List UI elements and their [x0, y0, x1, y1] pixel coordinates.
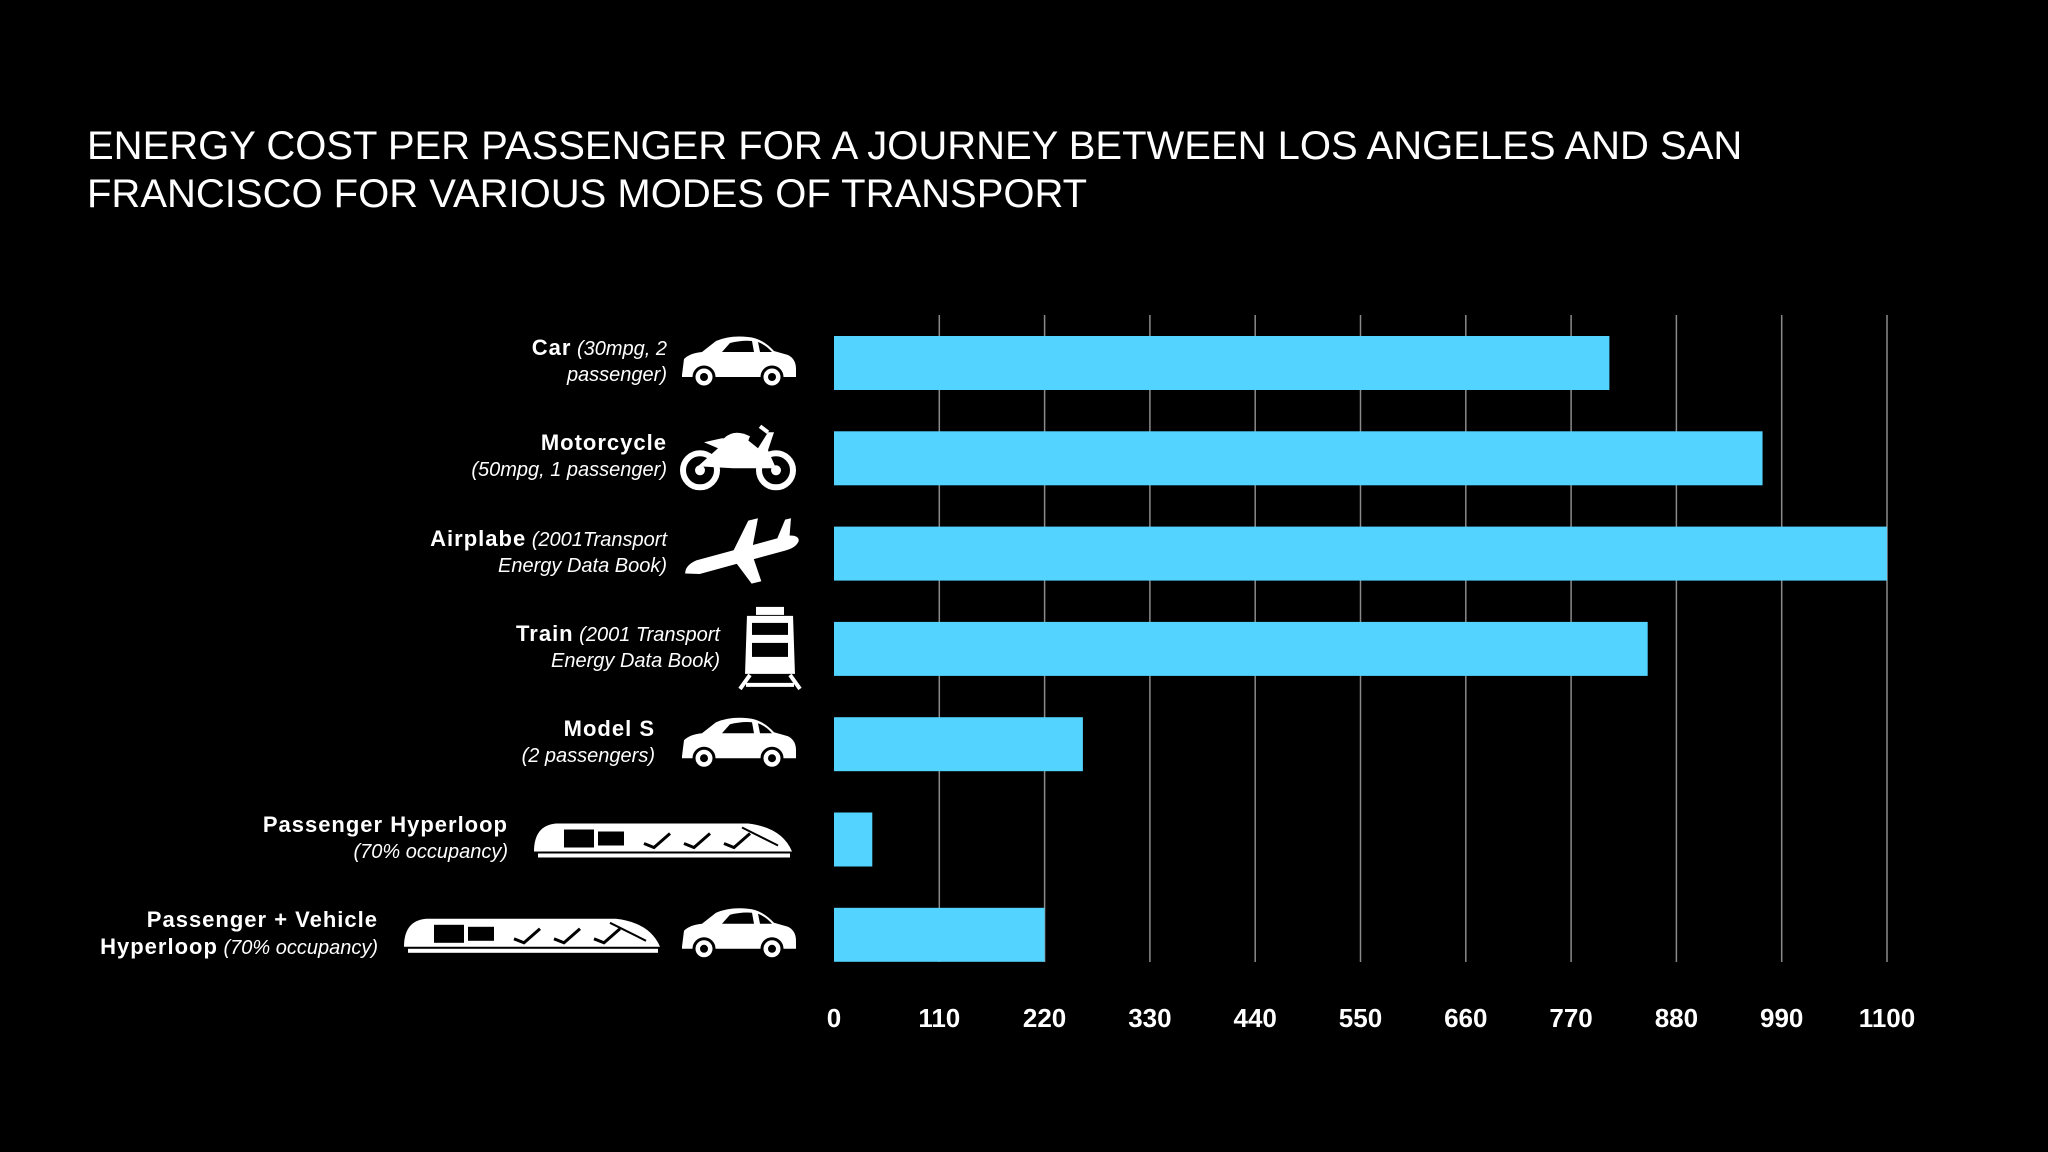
- train-icon: [738, 606, 802, 691]
- x-tick-label: 440: [1234, 1003, 1277, 1033]
- bar-motorcycle: [834, 431, 1763, 486]
- category-label-airplabe: Airplabe (2001Transport Energy Data Book): [147, 526, 667, 579]
- category-icons: [404, 336, 802, 961]
- car-icon: [682, 336, 796, 389]
- bar-airplabe: [834, 526, 1887, 581]
- x-tick-label: 110: [918, 1003, 960, 1033]
- bar-passenger-vehicle: [834, 907, 1045, 962]
- car-icon: [682, 908, 796, 961]
- x-tick-label: 330: [1128, 1003, 1171, 1033]
- category-label-car: Car (30mpg, 2 passenger): [147, 335, 667, 388]
- chart-title: ENERGY COST PER PASSENGER FOR A JOURNEY …: [87, 122, 1787, 218]
- bar-passenger-hyperloop: [834, 812, 873, 867]
- category-label-motorcycle: Motorcycle (50mpg, 1 passenger): [147, 430, 667, 483]
- category-note: (50mpg, 1 passenger): [471, 459, 667, 482]
- motorcycle-icon: [680, 424, 796, 491]
- bars: [834, 336, 1887, 962]
- x-tick-label: 770: [1549, 1003, 1592, 1033]
- category-name: Car: [531, 335, 572, 360]
- category-name: Train: [516, 620, 574, 646]
- bar-train: [834, 621, 1648, 676]
- x-tick-label: 550: [1339, 1003, 1382, 1033]
- category-note: passenger): [566, 364, 667, 386]
- x-tick-label: 660: [1444, 1003, 1487, 1033]
- category-note: (2 passengers): [521, 745, 655, 768]
- category-note: (2001 Transport: [573, 623, 720, 646]
- category-name-cont: Hyperloop: [100, 933, 218, 959]
- chart-title-line-1: ENERGY COST PER PASSENGER FOR A JOURNEY …: [87, 124, 1743, 168]
- x-tick-label: 880: [1655, 1003, 1698, 1033]
- car-icon: [682, 717, 796, 770]
- category-note: (2001Transport: [526, 528, 667, 551]
- bar-car: [834, 336, 1610, 390]
- x-tick-label: 1100: [1859, 1003, 1915, 1033]
- airplane-icon: [685, 518, 799, 584]
- category-label-train: Train (2001 Transport Energy Data Book): [200, 621, 720, 674]
- category-note: Energy Data Book): [551, 649, 720, 672]
- category-note: (70% occupancy): [353, 840, 508, 863]
- category-label-model-s: Model S (2 passengers): [135, 716, 655, 769]
- category-note: (30mpg, 2: [571, 338, 667, 360]
- x-tick-label: 0: [827, 1003, 841, 1033]
- category-name: Passenger + Vehicle: [146, 906, 378, 932]
- x-axis-ticks: 0 110 220 330 440 550 660 770 880 990 1100: [827, 1003, 1915, 1033]
- category-label-passenger-hyperloop: Passenger Hyperloop (70% occupancy): [0, 812, 508, 865]
- category-name: Motorcycle: [540, 430, 667, 456]
- x-tick-label: 220: [1023, 1003, 1066, 1033]
- chart-title-line-2: FRANCISCO FOR VARIOUS MODES OF TRANSPORT: [87, 172, 1088, 216]
- category-name: Model S: [563, 716, 655, 742]
- category-name: Airplabe: [430, 525, 527, 551]
- category-name: Passenger Hyperloop: [262, 811, 508, 837]
- bar-model-s: [834, 717, 1083, 772]
- x-tick-label: 990: [1760, 1003, 1803, 1033]
- category-note: (70% occupancy): [217, 936, 378, 959]
- category-note: Energy Data Book): [498, 554, 667, 577]
- category-label-passenger-vehicle: Passenger + Vehicle Hyperloop (70% occupa…: [0, 907, 378, 961]
- hyperloop-icon: [404, 918, 660, 953]
- hyperloop-icon: [534, 823, 792, 858]
